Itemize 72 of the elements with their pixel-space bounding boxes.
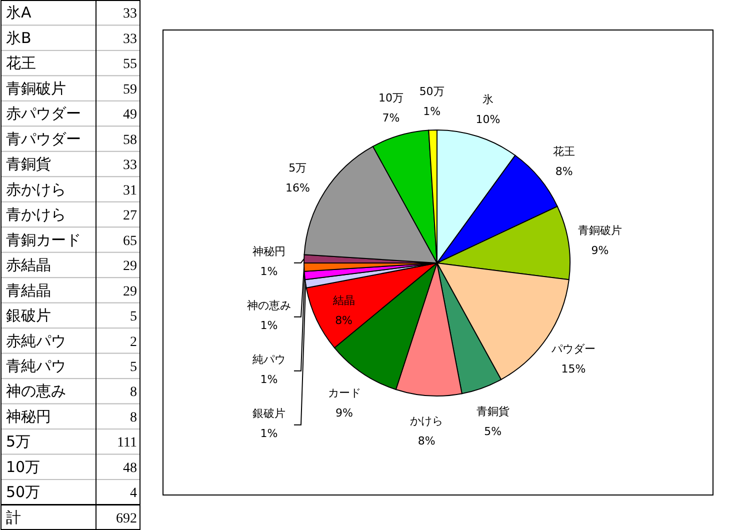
slice-label: 結晶 bbox=[332, 294, 355, 307]
category-label: 5万 bbox=[6, 432, 31, 451]
category-label: 赤純パウ bbox=[6, 332, 66, 350]
data-label: 1% bbox=[260, 372, 278, 386]
category-label: 青銅カード bbox=[6, 230, 81, 249]
slice-label: 10万 bbox=[378, 92, 404, 105]
category-label: 赤パウダー bbox=[6, 104, 81, 123]
slice-label: 50万 bbox=[419, 85, 444, 98]
category-label: 氷A bbox=[6, 4, 32, 22]
data-label: 1% bbox=[260, 264, 278, 278]
data-label: 1% bbox=[260, 318, 278, 332]
data-label: 33 bbox=[123, 32, 137, 47]
data-label: 29 bbox=[123, 284, 137, 300]
category-label: 青純パウ bbox=[6, 357, 66, 375]
category-label: 50万 bbox=[6, 483, 40, 502]
slice-label: 5万 bbox=[288, 162, 307, 175]
category-label: 青銅貨 bbox=[6, 155, 51, 174]
data-label: 8% bbox=[555, 164, 573, 178]
slice-label: 銀破片 bbox=[252, 406, 286, 420]
data-label: 5 bbox=[130, 360, 137, 375]
data-label: 692 bbox=[116, 511, 137, 526]
category-label: 青銅破片 bbox=[6, 79, 66, 98]
slice-label: 青銅破片 bbox=[578, 224, 622, 238]
data-label: 31 bbox=[123, 183, 137, 198]
data-label: 55 bbox=[123, 57, 137, 72]
data-label: 9% bbox=[336, 406, 353, 420]
data-label: 49 bbox=[123, 108, 137, 123]
data-label: 58 bbox=[123, 132, 137, 148]
slice-label: 神秘円 bbox=[252, 244, 286, 258]
data-label: 2 bbox=[130, 334, 137, 350]
data-label: 8 bbox=[130, 385, 137, 400]
slice-label: カード bbox=[328, 386, 361, 400]
category-label: 青結晶 bbox=[6, 281, 51, 300]
data-label: 8 bbox=[130, 410, 137, 426]
category-label: 10万 bbox=[6, 458, 40, 476]
data-label: 1% bbox=[260, 426, 278, 440]
data-label: 33 bbox=[123, 6, 137, 22]
slice-label: 青銅貨 bbox=[476, 405, 510, 418]
category-label: 花王 bbox=[6, 54, 36, 72]
data-label: 59 bbox=[123, 82, 137, 98]
category-label: 計 bbox=[6, 508, 21, 526]
data-label: 7% bbox=[382, 112, 400, 125]
slice-label: 花王 bbox=[553, 144, 576, 158]
category-label: 氷B bbox=[6, 28, 32, 47]
slice-label: 神の恵み bbox=[247, 298, 291, 312]
data-label: 16% bbox=[285, 182, 310, 195]
category-label: 青パウダー bbox=[6, 130, 81, 148]
slice-label: 氷 bbox=[482, 93, 494, 106]
data-label: 8% bbox=[335, 314, 353, 327]
data-label: 27 bbox=[123, 208, 137, 224]
data-label: 1% bbox=[423, 105, 441, 118]
data-label: 65 bbox=[123, 234, 137, 249]
data-label: 111 bbox=[117, 436, 137, 451]
data-label: 33 bbox=[123, 158, 137, 174]
data-label: 15% bbox=[561, 362, 586, 376]
data-label: 10% bbox=[476, 113, 500, 126]
slice-label: 純パウ bbox=[252, 352, 286, 366]
category-label: 赤かけら bbox=[6, 180, 66, 198]
slice-label: パウダー bbox=[550, 342, 596, 356]
category-label: 赤結晶 bbox=[6, 256, 51, 274]
data-label: 9% bbox=[591, 244, 609, 258]
slice-label: かけら bbox=[410, 414, 444, 428]
category-label: 青かけら bbox=[6, 206, 66, 224]
category-label: 神の恵み bbox=[6, 382, 66, 400]
data-label: 5 bbox=[130, 310, 137, 325]
data-label: 4 bbox=[130, 486, 137, 502]
data-label: 8% bbox=[418, 434, 436, 448]
category-label: 神秘円 bbox=[6, 407, 51, 426]
category-label: 銀破片 bbox=[6, 306, 51, 325]
data-label: 29 bbox=[123, 259, 137, 274]
data-label: 48 bbox=[123, 460, 137, 476]
data-label: 5% bbox=[484, 425, 502, 438]
